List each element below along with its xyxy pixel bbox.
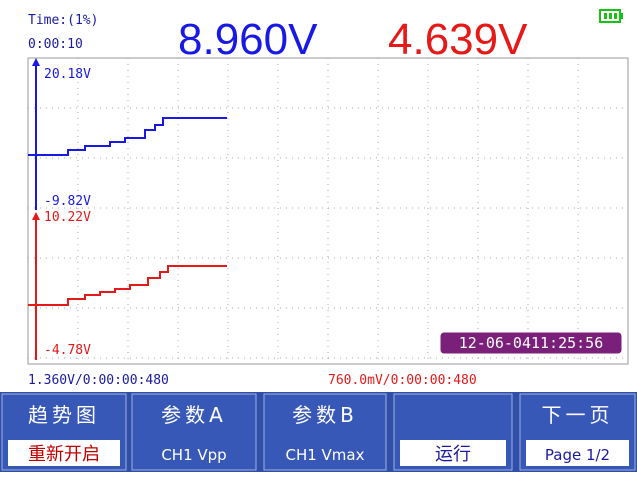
menu-value-box — [526, 440, 629, 466]
reading-a: 8.960V — [178, 15, 318, 64]
elapsed: 0:00:10 — [28, 37, 83, 52]
menu-label: 参数B — [292, 403, 358, 427]
menu-value: 重新开启 — [28, 444, 100, 465]
menu-value-box — [8, 440, 120, 466]
battery — [599, 9, 623, 23]
grid — [28, 58, 628, 364]
ch2-trace — [28, 265, 227, 306]
timestamp-box — [439, 331, 623, 355]
menu-button[interactable] — [263, 393, 387, 471]
reading-b: 4.639V — [388, 15, 528, 64]
ch2-top-label: 10.22V — [44, 210, 91, 225]
menu-value: CH1 Vpp — [161, 446, 226, 464]
menu-label: 趋势图 — [28, 403, 100, 427]
menu-value-box — [400, 440, 506, 466]
ch2-bottom-label: -4.78V — [44, 343, 91, 358]
menu-value: Page 1/2 — [545, 446, 610, 464]
ch2-arrow — [32, 212, 40, 220]
menu-value: 运行 — [435, 444, 471, 465]
menu-button[interactable] — [131, 393, 257, 471]
ch1-scale: 1.360V/0:00:00:480 — [28, 373, 169, 388]
menu-value: CH1 Vmax — [285, 446, 364, 464]
ch1-top-label: 20.18V — [44, 67, 91, 82]
ch1-trace — [28, 117, 227, 156]
menu-label: 参数A — [161, 403, 227, 427]
time-label: Time:(1%) — [28, 13, 98, 28]
timestamp: 12-06-0411:25:56 — [459, 334, 604, 352]
menu-label: 下一页 — [542, 403, 614, 427]
ch2-scale: 760.0mV/0:00:00:480 — [328, 373, 477, 388]
ch1-bottom-label: -9.82V — [44, 194, 91, 209]
plot-frame — [27, 57, 629, 365]
ch1-arrow — [32, 58, 40, 66]
